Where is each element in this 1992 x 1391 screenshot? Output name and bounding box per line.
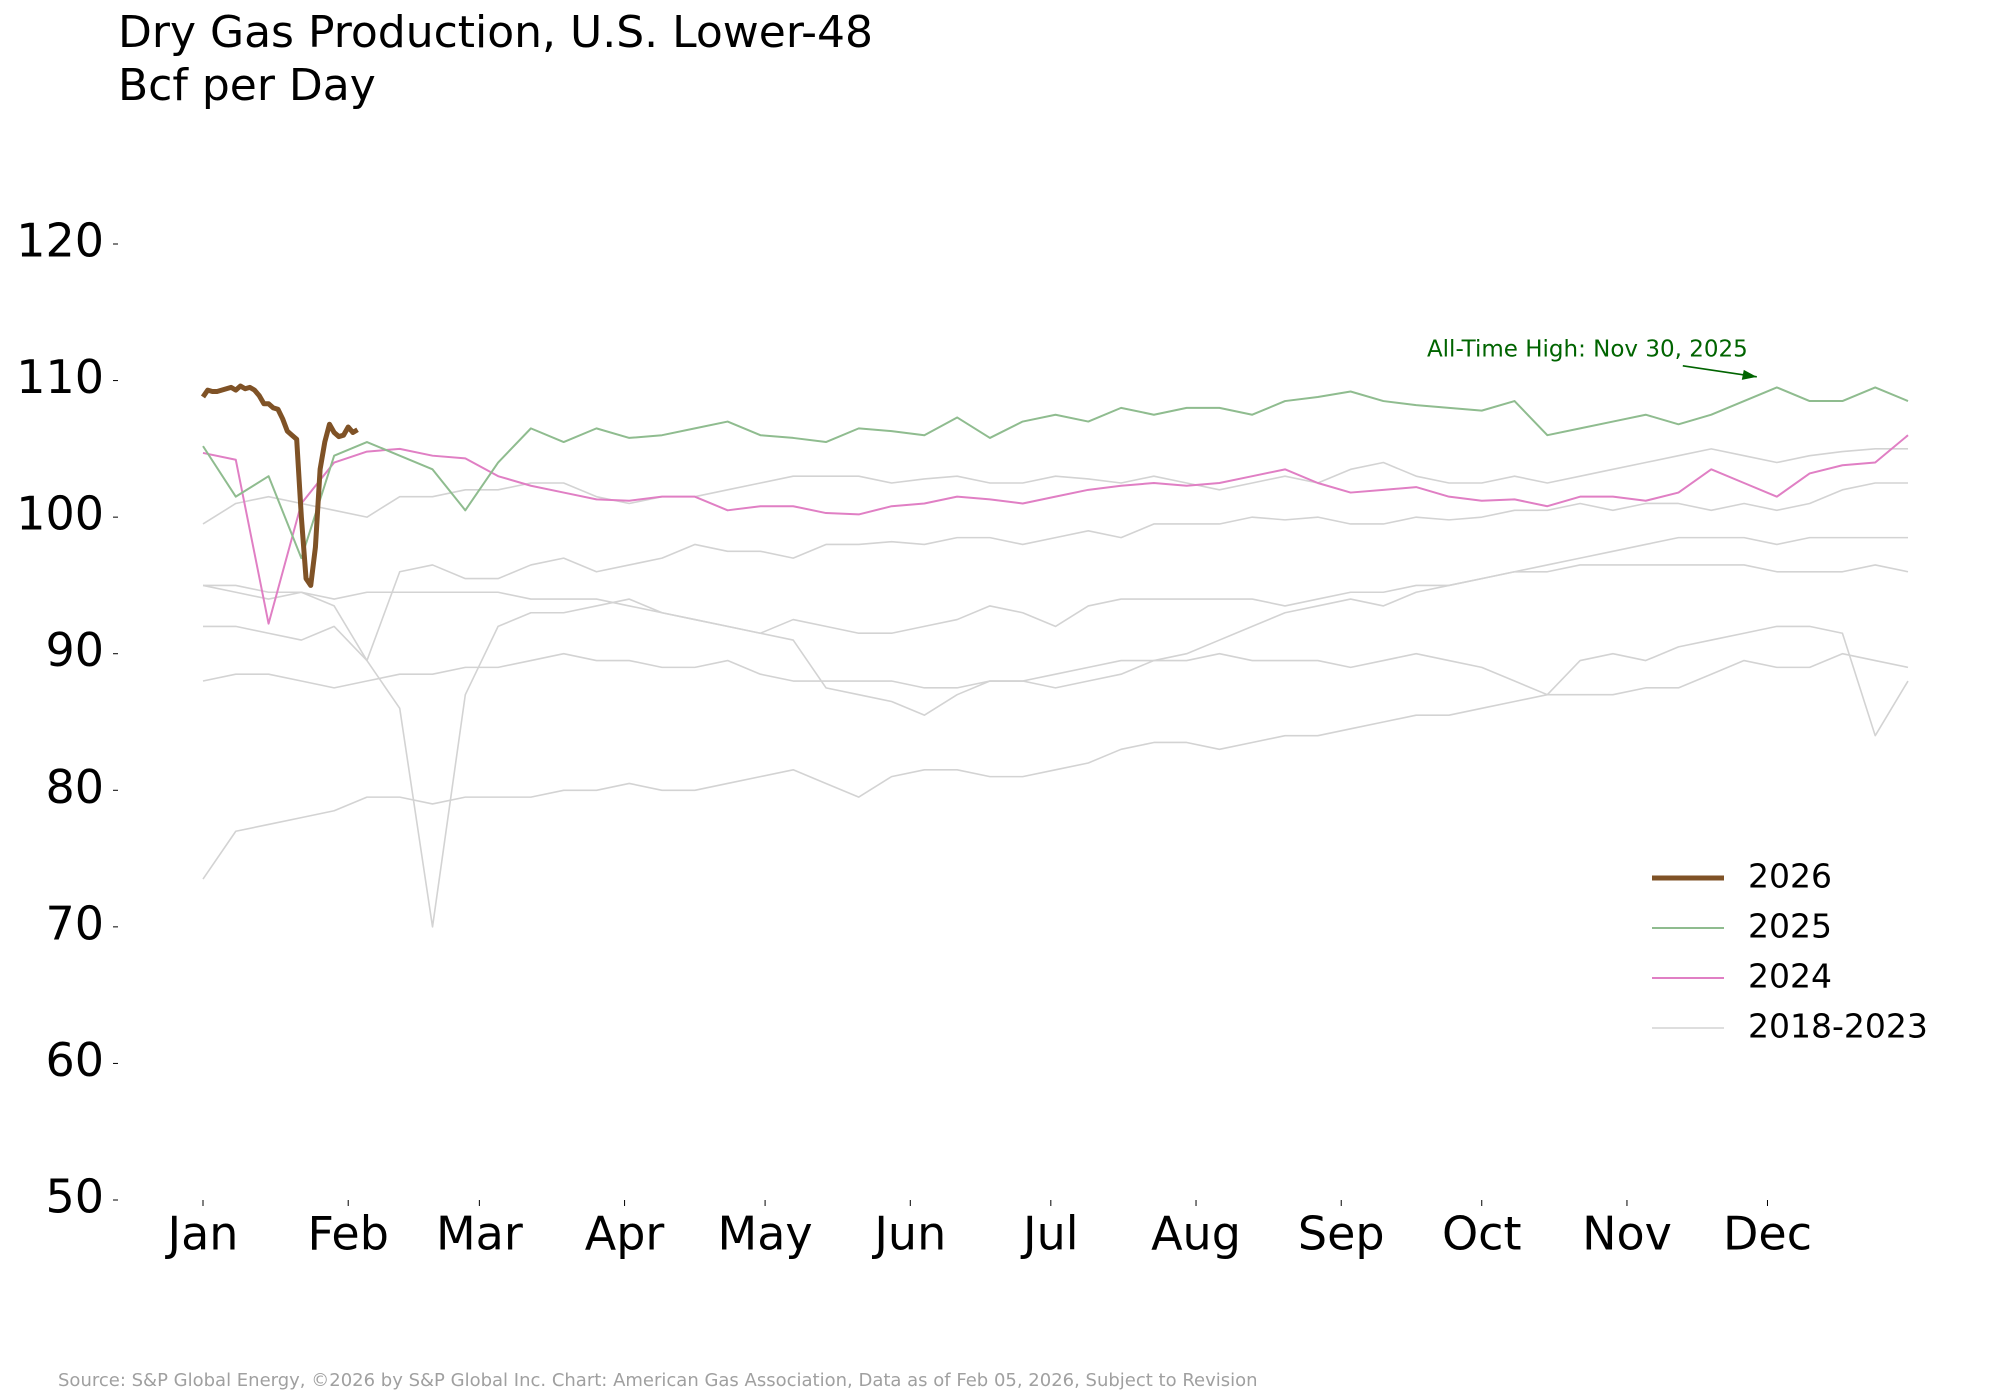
y-tick-label: 70: [45, 896, 104, 950]
y-tick-label: 50: [45, 1170, 104, 1224]
x-tick-label: Sep: [1298, 1207, 1385, 1261]
y-tick-label: 120: [16, 214, 104, 268]
series-line: [202, 652, 1909, 880]
x-tick-label: Dec: [1723, 1207, 1812, 1261]
x-tick-label: Aug: [1151, 1207, 1241, 1261]
chart-subtitle: Bcf per Day: [118, 60, 376, 111]
x-tick-label: Jul: [1020, 1207, 1079, 1261]
series-line: [202, 386, 1909, 560]
x-tick-label: Jan: [165, 1207, 239, 1261]
series-line: [203, 536, 1908, 716]
x-tick-label: Mar: [436, 1207, 523, 1261]
series-line: [202, 482, 1908, 662]
series-line: [202, 434, 1909, 625]
y-tick-label: 60: [45, 1033, 104, 1087]
legend-label: 2025: [1748, 907, 1832, 946]
x-tick-label: Apr: [585, 1207, 665, 1261]
legend-label: 2024: [1748, 957, 1832, 996]
y-tick-label: 110: [16, 350, 104, 404]
series-line: [200, 383, 359, 588]
series-line: [203, 564, 1909, 928]
y-tick-label: 90: [45, 623, 104, 677]
chart-title: Dry Gas Production, U.S. Lower-48: [118, 7, 873, 58]
series-line: [202, 448, 1908, 525]
annotation-arrowhead: [1741, 369, 1757, 380]
x-tick-label: Oct: [1442, 1207, 1522, 1261]
x-tick-label: May: [718, 1207, 813, 1261]
y-tick-label: 100: [16, 487, 104, 541]
y-tick-label: 80: [45, 760, 104, 814]
x-tick-label: Feb: [307, 1207, 388, 1261]
annotation-text: All-Time High: Nov 30, 2025: [1427, 336, 1748, 362]
x-tick-label: Jun: [871, 1207, 946, 1261]
series-line: [202, 625, 1909, 737]
legend-label: 2026: [1748, 857, 1832, 896]
x-tick-label: Nov: [1582, 1207, 1672, 1261]
footnote: Source: S&P Global Energy, ©2026 by S&P …: [58, 1370, 1258, 1391]
legend-label: 2018-2023: [1748, 1007, 1928, 1046]
